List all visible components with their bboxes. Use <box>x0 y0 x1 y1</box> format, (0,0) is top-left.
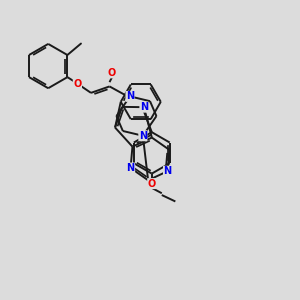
Text: O: O <box>108 68 116 78</box>
Text: O: O <box>148 178 156 189</box>
Text: N: N <box>126 92 134 101</box>
Text: N: N <box>127 163 135 173</box>
Text: N: N <box>164 166 172 176</box>
Text: N: N <box>139 131 147 141</box>
Text: O: O <box>73 79 82 88</box>
Text: N: N <box>140 102 148 112</box>
